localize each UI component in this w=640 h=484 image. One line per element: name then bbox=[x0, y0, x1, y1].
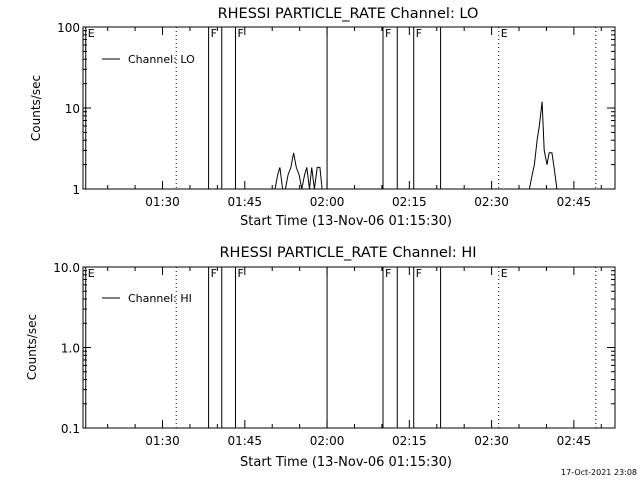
lo-channel-panel: RHESSI PARTICLE_RATE Channel: LO Counts/… bbox=[29, 6, 616, 229]
lo-event-label: F bbox=[237, 27, 243, 40]
lo-y-tick-label: 10 bbox=[65, 102, 80, 116]
lo-y-axis-label: Counts/sec bbox=[29, 75, 43, 141]
lo-data-line bbox=[528, 101, 558, 190]
hi-y-tick-label: 0.1 bbox=[61, 422, 80, 436]
hi-x-tick-label: 02:30 bbox=[474, 434, 509, 448]
hi-channel-panel: RHESSI PARTICLE_RATE Channel: HI Counts/… bbox=[25, 245, 616, 470]
hi-event-label: F bbox=[385, 267, 391, 280]
hi-event-label: F bbox=[211, 267, 217, 280]
lo-event-label: F bbox=[416, 27, 422, 40]
hi-y-tick-label: 1.0 bbox=[61, 342, 80, 356]
hi-legend-label: Channel: HI bbox=[128, 292, 192, 305]
lo-x-tick-label: 02:30 bbox=[474, 195, 509, 209]
hi-y-axis-label: Counts/sec bbox=[25, 314, 39, 380]
hi-chart-title: RHESSI PARTICLE_RATE Channel: HI bbox=[219, 245, 476, 261]
lo-x-tick-label: 01:30 bbox=[145, 195, 180, 209]
lo-plot-frame bbox=[82, 26, 616, 190]
footer-timestamp: 17-Oct-2021 23:08 bbox=[561, 468, 637, 477]
lo-x-tick-label: 02:15 bbox=[392, 195, 427, 209]
lo-chart-title: RHESSI PARTICLE_RATE Channel: LO bbox=[218, 6, 479, 22]
hi-event-label: E bbox=[88, 267, 95, 280]
lo-y-tick-label: 100 bbox=[57, 21, 80, 35]
hi-x-axis-label: Start Time (13-Nov-06 01:15:30) bbox=[240, 455, 452, 470]
hi-x-tick-label: 01:45 bbox=[227, 434, 262, 448]
lo-x-tick-label: 02:45 bbox=[557, 195, 592, 209]
lo-event-label: E bbox=[88, 27, 95, 40]
lo-event-label: F bbox=[211, 27, 217, 40]
lo-event-label: F bbox=[385, 27, 391, 40]
lo-event-label: E bbox=[501, 27, 508, 40]
hi-event-label: F bbox=[237, 267, 243, 280]
hi-x-tick-label: 02:00 bbox=[310, 434, 345, 448]
hi-x-tick-label: 02:45 bbox=[557, 434, 592, 448]
lo-y-tick-label: 1 bbox=[72, 183, 80, 197]
hi-x-tick-label: 01:30 bbox=[145, 434, 180, 448]
lo-x-axis-label: Start Time (13-Nov-06 01:15:30) bbox=[240, 214, 452, 229]
lo-x-tick-label: 02:00 bbox=[310, 195, 345, 209]
hi-y-tick-label: 10.0 bbox=[53, 261, 80, 275]
hi-event-label: E bbox=[501, 267, 508, 280]
lo-data-line bbox=[274, 152, 323, 190]
lo-x-tick-label: 01:45 bbox=[227, 195, 262, 209]
hi-event-label: F bbox=[416, 267, 422, 280]
lo-legend-label: Channel: LO bbox=[128, 53, 195, 66]
hi-x-tick-label: 02:15 bbox=[392, 434, 427, 448]
